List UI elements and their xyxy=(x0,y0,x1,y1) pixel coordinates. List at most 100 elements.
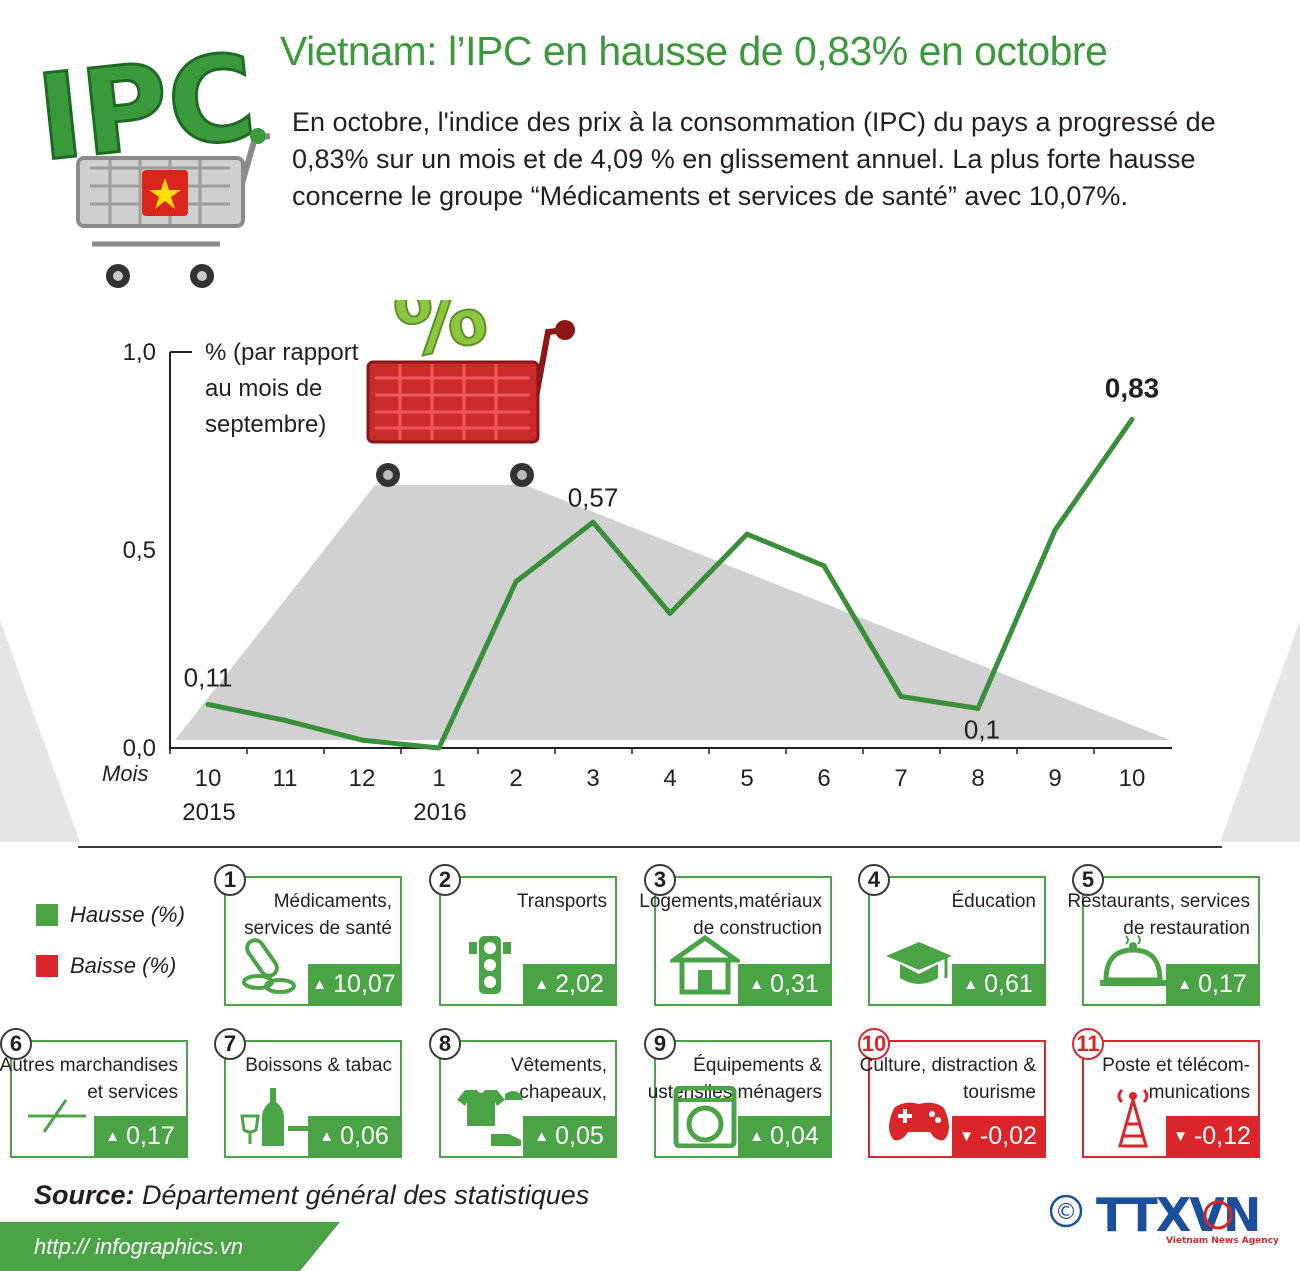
arrow-up-icon: ▲ xyxy=(534,975,550,993)
category-card: 8 Vêtements, chapeaux, chaussures ▲ 0,05 xyxy=(429,1028,617,1158)
house-icon xyxy=(670,934,740,995)
svg-text:au mois de: au mois de xyxy=(205,375,322,402)
x-tick-label: 12 xyxy=(349,765,376,792)
category-label: Transports xyxy=(516,891,607,912)
year-label: 2016 xyxy=(413,799,466,826)
year-label: 2015 xyxy=(182,799,235,826)
x-tick-label: 6 xyxy=(817,765,830,792)
y-tick-label: 0,5 xyxy=(123,537,156,564)
arrow-up-icon: ▲ xyxy=(1177,975,1193,993)
category-number: 7 xyxy=(214,1028,246,1060)
category-number: 5 xyxy=(1072,864,1104,896)
bottle-cigarette-icon xyxy=(240,1088,310,1146)
category-number: 9 xyxy=(644,1028,676,1060)
data-point xyxy=(436,745,442,751)
category-card: 4 Éducation ▲ 0,61 xyxy=(858,864,1046,1006)
x-tick-label: 4 xyxy=(663,765,676,792)
category-number: 1 xyxy=(214,864,246,896)
category-number: 11 xyxy=(1072,1028,1104,1060)
washing-machine-icon xyxy=(673,1086,737,1148)
data-point xyxy=(667,610,673,616)
category-value-badge: ▲ 0,61 xyxy=(952,964,1044,1004)
category-value: 0,17 xyxy=(1198,969,1247,998)
gamepad-icon xyxy=(889,1102,949,1141)
category-card: 3 Logements,matériaux de construction ▲ 0,3… xyxy=(639,864,832,1006)
percent-cart-icon: % xyxy=(366,300,575,487)
footer-bar xyxy=(0,1222,300,1271)
arrow-up-icon: ▲ xyxy=(105,1127,121,1145)
x-tick-label: 1 xyxy=(432,765,445,792)
category-value-badge: ▲ 0,17 xyxy=(94,1116,186,1156)
graduation-cap-icon xyxy=(886,942,952,984)
data-label: 0,57 xyxy=(568,482,619,512)
arrow-up-icon: ▲ xyxy=(749,1127,765,1145)
x-tick-label: 10 xyxy=(1119,765,1146,792)
category-card: 1 Médicaments, services de santé ▲ 10,07 xyxy=(214,864,402,1006)
svg-text:Vietnam News Agency: Vietnam News Agency xyxy=(1166,1236,1278,1246)
arrow-up-icon: ▲ xyxy=(312,975,328,993)
x-tick-label: 2 xyxy=(509,765,522,792)
category-card: 7 Boissons & tabac ▲ 0,06 xyxy=(214,1028,402,1158)
data-point xyxy=(744,531,750,537)
category-card: 11 Poste et télécom-munications ▼ -0,12 xyxy=(1072,1028,1260,1158)
category-number: 6 xyxy=(0,1028,32,1060)
category-label: Autres marchandises et services xyxy=(0,1055,178,1103)
footer-url[interactable]: http:// infographics.vn xyxy=(34,1234,244,1259)
category-card: 10 Culture, distraction & tourisme ▼ -0,02 xyxy=(858,1028,1046,1158)
category-label: Logements,matériaux de construction xyxy=(639,891,822,939)
data-label: 0,11 xyxy=(184,662,233,692)
category-label: Éducation xyxy=(951,891,1036,912)
category-number: 10 xyxy=(858,1028,890,1060)
svg-text:% (par rapport: % (par rapport xyxy=(205,339,359,366)
ipc-logo-text: IPC xyxy=(31,27,261,187)
category-value: 0,04 xyxy=(770,1121,819,1150)
arrow-down-icon: ▼ xyxy=(1173,1127,1188,1145)
clothing-icon xyxy=(457,1090,523,1146)
category-value-badge: ▲ 0,05 xyxy=(523,1116,615,1156)
x-tick-label: 9 xyxy=(1048,765,1061,792)
x-tick-label: 10 xyxy=(195,765,222,792)
arrow-up-icon: ▲ xyxy=(963,975,979,993)
page-title: Vietnam: l’IPC en hausse de 0,83% en oct… xyxy=(280,28,1108,74)
category-card: 6 Autres marchandises et services ▲ 0,17 xyxy=(0,1028,188,1158)
legend-swatch-down xyxy=(36,955,58,977)
category-number: 4 xyxy=(858,864,890,896)
svg-text:©: © xyxy=(1055,1200,1077,1225)
intro-paragraph: En octobre, l'indice des prix à la conso… xyxy=(292,107,1216,211)
data-label: 0,1 xyxy=(964,714,1000,744)
category-value: 0,05 xyxy=(555,1121,604,1150)
category-value-badge: ▼ -0,02 xyxy=(952,1116,1044,1156)
category-label: Boissons & tabac xyxy=(245,1055,392,1076)
category-value-badge: ▲ 0,31 xyxy=(738,964,830,1004)
footer-bar-edge xyxy=(300,1222,340,1271)
category-value: -0,12 xyxy=(1193,1121,1251,1150)
category-value-badge: ▲ 0,17 xyxy=(1166,964,1258,1004)
category-number: 2 xyxy=(429,864,461,896)
data-point xyxy=(1052,527,1058,533)
category-value: -0,02 xyxy=(979,1121,1037,1150)
x-tick-label: 7 xyxy=(894,765,907,792)
medicine-icon xyxy=(242,938,296,994)
category-label: Médicaments, services de santé xyxy=(244,891,392,939)
category-card: 2 Transports ▲ 2,02 xyxy=(429,864,617,1006)
traffic-light-icon xyxy=(469,936,511,994)
category-value: 0,31 xyxy=(770,969,819,998)
x-tick-label: 11 xyxy=(273,765,298,792)
svg-text:septembre): septembre) xyxy=(205,411,326,438)
x-axis-title: Mois xyxy=(102,761,148,786)
x-tick-label: 8 xyxy=(971,765,984,792)
category-value-badge: ▲ 0,04 xyxy=(738,1116,830,1156)
category-value-badge: ▲ 0,06 xyxy=(308,1116,400,1156)
category-value-badge: ▲ 10,07 xyxy=(308,964,400,1004)
data-point xyxy=(590,519,596,525)
data-point xyxy=(282,717,288,723)
category-number: 8 xyxy=(429,1028,461,1060)
ipc-logo: IPC xyxy=(30,26,271,288)
category-label: Culture, distraction & tourisme xyxy=(859,1055,1036,1103)
data-point xyxy=(359,737,365,743)
category-value: 0,61 xyxy=(984,969,1033,998)
category-label: Poste et télécom-munications xyxy=(1102,1055,1250,1103)
data-point xyxy=(898,694,904,700)
category-label: Vêtements, chapeaux, chaussures xyxy=(510,1055,607,1103)
